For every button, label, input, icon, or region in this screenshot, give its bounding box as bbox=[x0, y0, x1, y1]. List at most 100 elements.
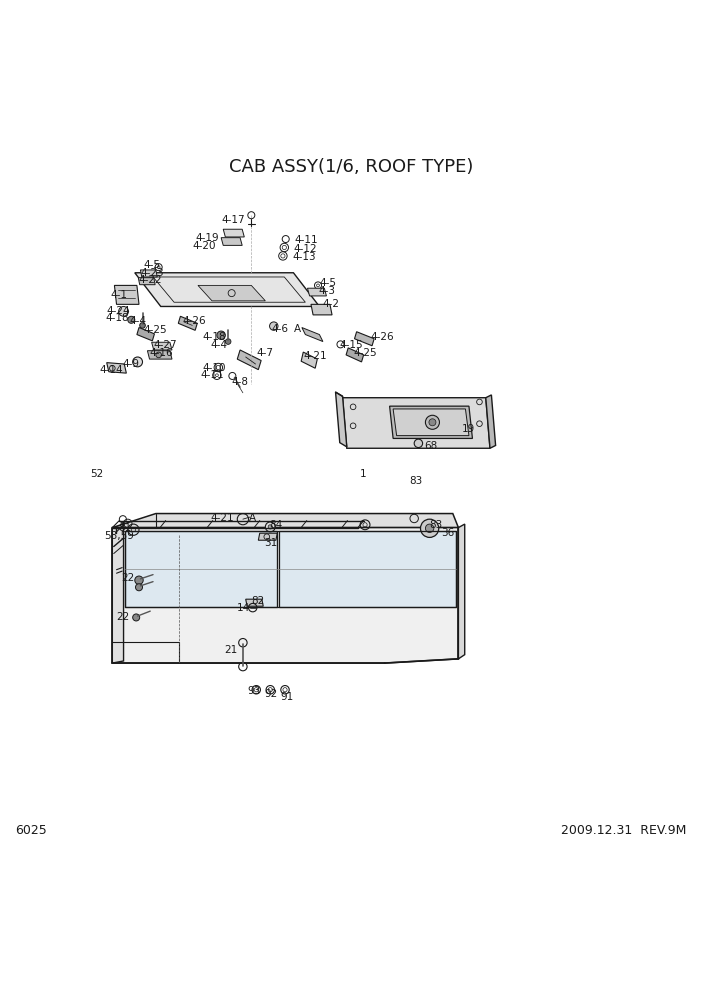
Text: 92: 92 bbox=[265, 689, 278, 699]
Text: 22: 22 bbox=[116, 612, 129, 622]
Circle shape bbox=[217, 331, 225, 339]
Text: 14: 14 bbox=[237, 603, 250, 613]
Circle shape bbox=[128, 316, 135, 323]
Text: 4-25: 4-25 bbox=[143, 324, 167, 334]
Circle shape bbox=[268, 525, 272, 529]
Polygon shape bbox=[237, 350, 261, 370]
Circle shape bbox=[156, 352, 161, 358]
Polygon shape bbox=[458, 524, 465, 659]
Circle shape bbox=[119, 307, 128, 316]
Circle shape bbox=[425, 416, 439, 430]
Polygon shape bbox=[336, 392, 347, 446]
Text: 4-1: 4-1 bbox=[111, 291, 128, 301]
Polygon shape bbox=[279, 531, 456, 607]
Text: 4-8: 4-8 bbox=[232, 377, 249, 387]
Polygon shape bbox=[307, 289, 326, 296]
Polygon shape bbox=[355, 331, 374, 346]
Circle shape bbox=[265, 522, 275, 532]
Text: 4-15: 4-15 bbox=[339, 340, 363, 350]
Text: 4-3: 4-3 bbox=[318, 286, 335, 296]
Text: 1: 1 bbox=[359, 469, 366, 479]
Polygon shape bbox=[301, 352, 317, 368]
Polygon shape bbox=[178, 316, 197, 330]
Text: 4-12: 4-12 bbox=[293, 244, 317, 254]
Circle shape bbox=[135, 583, 143, 591]
Text: 82: 82 bbox=[251, 595, 265, 605]
Polygon shape bbox=[152, 342, 172, 350]
Polygon shape bbox=[107, 363, 126, 373]
Circle shape bbox=[225, 338, 231, 344]
Text: 4-27: 4-27 bbox=[153, 340, 177, 350]
Text: 4-25: 4-25 bbox=[354, 348, 378, 358]
Text: 19: 19 bbox=[462, 425, 475, 434]
Text: 2009.12.31  REV.9M: 2009.12.31 REV.9M bbox=[561, 823, 687, 836]
Text: 4-21: 4-21 bbox=[303, 350, 327, 361]
Polygon shape bbox=[223, 229, 244, 237]
Text: 93: 93 bbox=[247, 686, 260, 696]
Text: 4-16: 4-16 bbox=[150, 348, 173, 358]
Circle shape bbox=[135, 576, 143, 584]
Circle shape bbox=[133, 357, 143, 367]
Text: 83: 83 bbox=[430, 521, 443, 531]
Text: 4-18: 4-18 bbox=[202, 332, 226, 342]
Circle shape bbox=[133, 614, 140, 621]
Circle shape bbox=[425, 524, 434, 533]
Text: 4-4: 4-4 bbox=[130, 315, 147, 325]
Polygon shape bbox=[112, 514, 458, 528]
Polygon shape bbox=[221, 238, 242, 245]
Polygon shape bbox=[147, 351, 172, 359]
Text: 52: 52 bbox=[90, 469, 103, 479]
Text: 83: 83 bbox=[409, 476, 423, 486]
Polygon shape bbox=[258, 534, 277, 541]
Text: 4-23: 4-23 bbox=[140, 268, 164, 278]
Text: 4-13: 4-13 bbox=[292, 252, 316, 262]
Text: CAB ASSY(1/6, ROOF TYPE): CAB ASSY(1/6, ROOF TYPE) bbox=[229, 159, 473, 177]
Polygon shape bbox=[346, 348, 364, 362]
Text: 4-20: 4-20 bbox=[192, 241, 216, 251]
Text: 4-6: 4-6 bbox=[271, 324, 288, 334]
Polygon shape bbox=[112, 528, 124, 663]
Text: 22: 22 bbox=[121, 573, 135, 583]
Text: 6025: 6025 bbox=[15, 823, 47, 836]
Text: 4-11: 4-11 bbox=[295, 235, 319, 245]
Polygon shape bbox=[302, 327, 323, 341]
Text: 4-24: 4-24 bbox=[107, 306, 131, 315]
Text: 58,59: 58,59 bbox=[104, 531, 134, 541]
Text: 4-7: 4-7 bbox=[257, 348, 274, 358]
Circle shape bbox=[420, 519, 439, 538]
Text: 31: 31 bbox=[264, 538, 277, 548]
Polygon shape bbox=[138, 278, 155, 285]
Polygon shape bbox=[390, 406, 472, 438]
Polygon shape bbox=[112, 528, 458, 663]
Text: A: A bbox=[249, 514, 256, 524]
Text: 4-10: 4-10 bbox=[202, 363, 225, 373]
Circle shape bbox=[429, 419, 436, 426]
Text: 36: 36 bbox=[441, 528, 454, 539]
Text: 4-22: 4-22 bbox=[138, 276, 162, 286]
Text: 84: 84 bbox=[269, 521, 282, 531]
Text: 4-9: 4-9 bbox=[123, 359, 140, 369]
Text: 21: 21 bbox=[225, 646, 238, 656]
Text: 91: 91 bbox=[281, 692, 294, 702]
Polygon shape bbox=[137, 327, 154, 341]
Text: 4-19: 4-19 bbox=[195, 233, 219, 243]
Polygon shape bbox=[114, 286, 139, 305]
Polygon shape bbox=[135, 273, 319, 307]
Circle shape bbox=[140, 322, 145, 328]
Polygon shape bbox=[125, 531, 277, 607]
Text: 4-26: 4-26 bbox=[183, 315, 206, 325]
Polygon shape bbox=[393, 409, 469, 435]
Circle shape bbox=[414, 439, 423, 447]
Polygon shape bbox=[343, 398, 490, 448]
Polygon shape bbox=[140, 270, 157, 277]
Text: 81: 81 bbox=[118, 524, 131, 534]
Text: 4-5: 4-5 bbox=[144, 260, 161, 270]
Text: 68: 68 bbox=[425, 441, 438, 451]
Text: 4-17: 4-17 bbox=[221, 215, 245, 225]
Polygon shape bbox=[198, 286, 265, 301]
Polygon shape bbox=[311, 305, 332, 314]
Text: 4-2: 4-2 bbox=[323, 300, 340, 310]
Text: 4-21: 4-21 bbox=[211, 514, 234, 524]
Text: 4-26: 4-26 bbox=[371, 331, 395, 341]
Polygon shape bbox=[246, 599, 263, 606]
